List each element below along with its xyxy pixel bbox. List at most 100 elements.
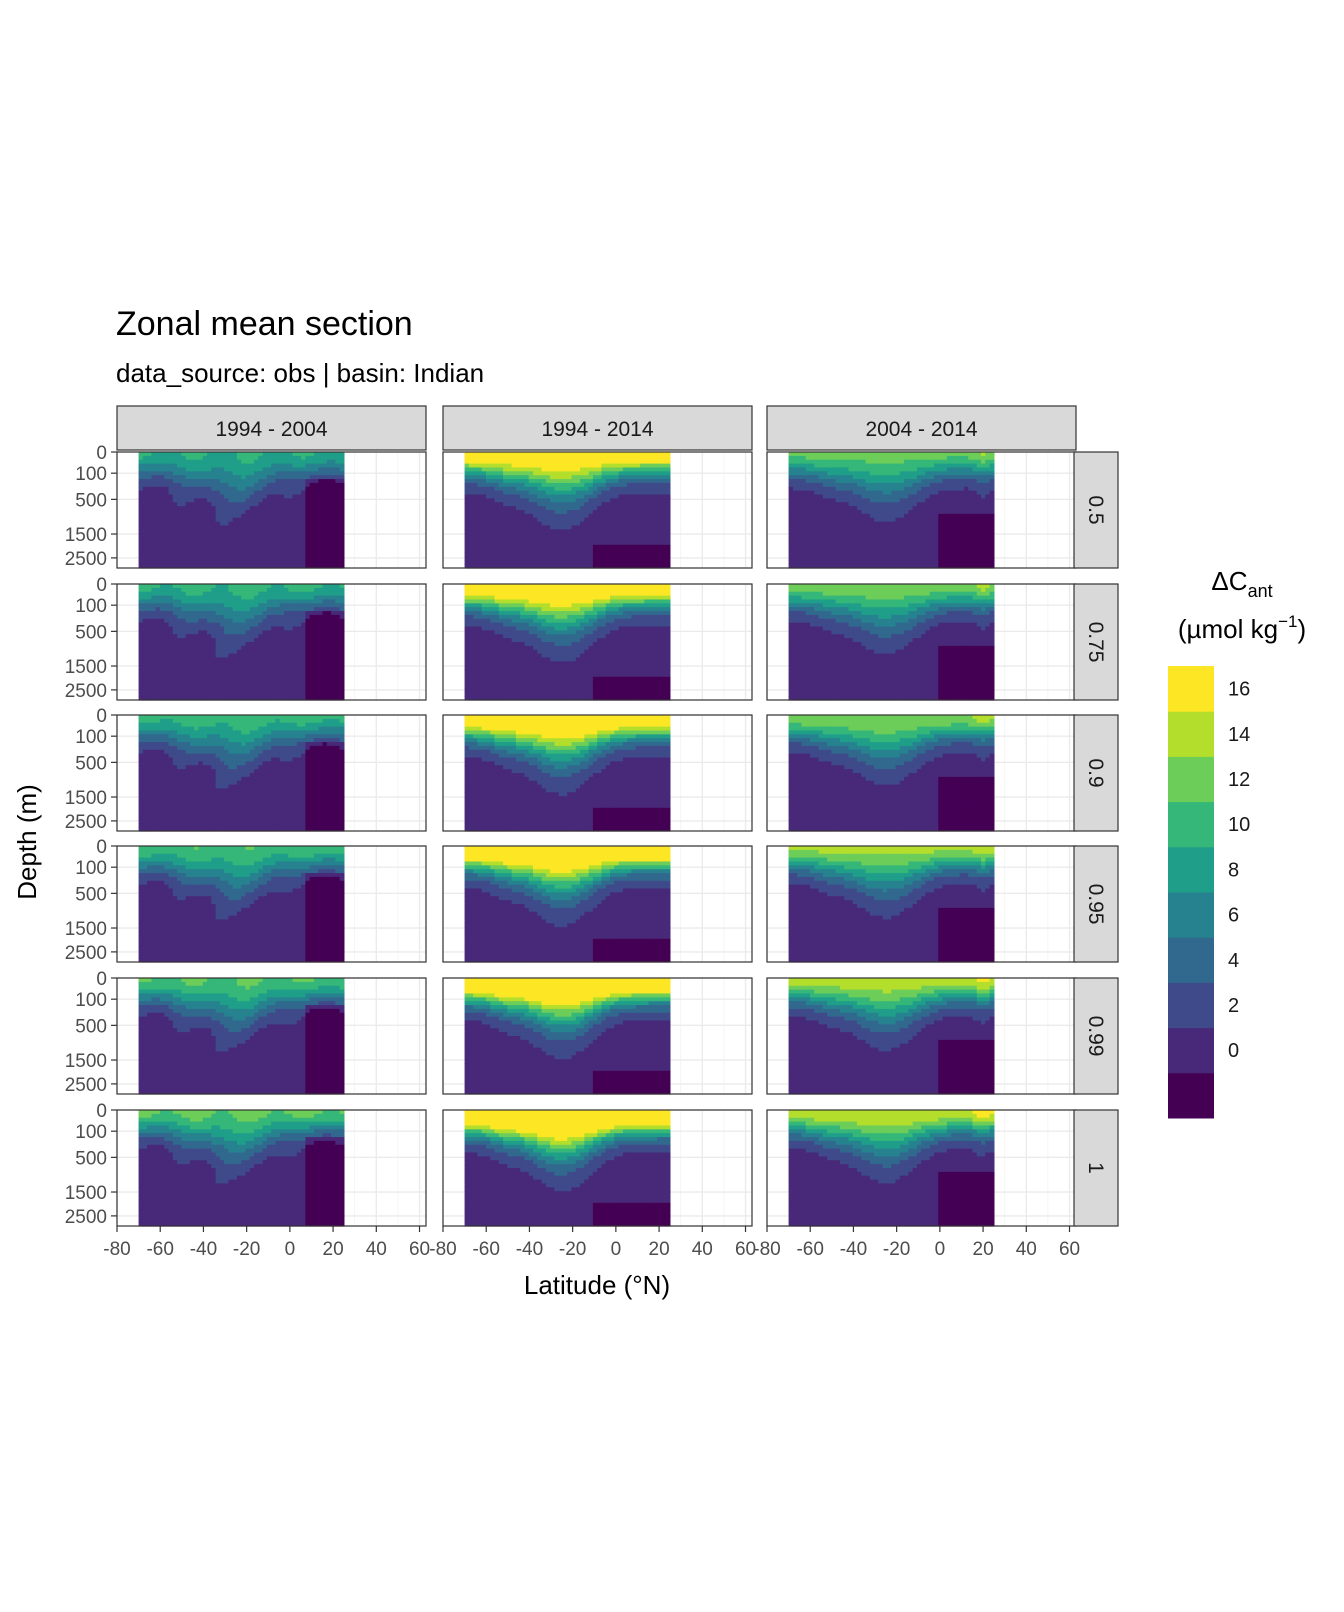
heat-cell (627, 486, 632, 492)
heat-cell (989, 552, 995, 557)
heat-cell (498, 529, 504, 534)
heat-cell (857, 479, 862, 484)
heat-cell (155, 584, 161, 589)
heat-cell (934, 564, 939, 569)
heat-cell (211, 490, 217, 496)
heat-cell (464, 467, 470, 472)
heat-cell (322, 479, 328, 484)
heat-cell (284, 533, 289, 538)
heat-cell (189, 533, 195, 538)
heat-cell (797, 533, 803, 538)
heat-cell (882, 544, 888, 550)
heat-cell (597, 479, 603, 484)
heat-cell (142, 595, 148, 601)
heat-cell (292, 513, 298, 519)
heat-cell (155, 479, 161, 484)
heat-cell (934, 490, 939, 496)
heat-cell (335, 475, 341, 480)
heat-cell (262, 452, 268, 457)
heat-cell (142, 517, 148, 523)
heat-cell (618, 475, 624, 480)
heat-cell (848, 479, 854, 484)
heat-cell (852, 479, 858, 484)
heat-cell (801, 506, 807, 511)
heat-cell (245, 498, 251, 503)
heat-cell (797, 564, 803, 569)
heat-cell (524, 452, 530, 457)
heat-cell (164, 591, 170, 597)
heat-cell (567, 517, 573, 523)
heat-cell (305, 521, 311, 527)
heat-cell (968, 556, 974, 561)
heat-cell (138, 494, 144, 499)
heat-cell (533, 479, 538, 484)
heat-cell (934, 529, 939, 534)
heat-cell (245, 529, 251, 534)
heat-cell (164, 513, 170, 519)
heat-cell (198, 475, 204, 480)
heat-cell (207, 642, 212, 647)
heat-cell (908, 548, 914, 554)
heat-cell (562, 506, 568, 511)
heat-cell (814, 540, 820, 546)
heat-cell (211, 657, 217, 662)
heat-cell (622, 525, 628, 530)
heat-cell (874, 463, 880, 469)
heat-cell (814, 498, 820, 503)
heat-cell (857, 471, 862, 476)
heat-cell (528, 482, 534, 488)
heat-cell (661, 517, 667, 523)
heat-cell (631, 544, 637, 550)
heat-cell (288, 471, 294, 476)
heat-cell (878, 537, 884, 542)
heat-cell (814, 529, 820, 534)
heat-cell (925, 467, 931, 472)
heat-cell (181, 544, 187, 550)
heat-cell (207, 622, 212, 628)
heat-cell (473, 494, 479, 499)
heat-cell (904, 475, 909, 480)
heat-cell (181, 684, 187, 689)
heat-cell (528, 540, 534, 546)
heat-cell (955, 560, 961, 565)
heat-cell (177, 696, 182, 701)
heat-cell (164, 626, 170, 631)
heat-cell (485, 525, 491, 530)
heat-cell (934, 506, 939, 511)
heat-cell (537, 482, 543, 488)
heat-cell (874, 513, 880, 519)
heat-cell (177, 607, 182, 612)
heat-cell (485, 463, 491, 469)
heat-cell (652, 548, 658, 554)
heat-cell (331, 498, 336, 503)
heat-cell (142, 657, 148, 662)
heat-cell (588, 529, 594, 534)
heat-cell (972, 517, 978, 523)
heat-cell (801, 564, 807, 569)
heat-cell (848, 498, 854, 503)
heat-cell (981, 471, 986, 476)
heat-cell (951, 479, 956, 484)
heat-cell (164, 634, 170, 639)
heat-cell (874, 521, 880, 527)
heat-cell (147, 618, 153, 624)
heat-cell (550, 525, 556, 530)
heat-cell (857, 475, 862, 480)
heat-cell (515, 556, 521, 561)
heat-cell (207, 540, 212, 546)
heat-cell (818, 525, 824, 530)
heat-cell (925, 502, 931, 507)
heat-cell (194, 680, 200, 686)
heat-cell (164, 529, 170, 534)
heat-cell (801, 510, 807, 515)
heat-cell (181, 645, 187, 651)
heat-cell (498, 552, 504, 557)
heat-cell (622, 506, 628, 511)
heat-cell (151, 498, 157, 503)
heat-cell (322, 564, 328, 569)
heat-cell (159, 510, 165, 515)
heat-cell (916, 564, 922, 569)
heat-cell (159, 607, 165, 612)
heat-cell (925, 517, 931, 523)
heat-cell (929, 544, 935, 550)
